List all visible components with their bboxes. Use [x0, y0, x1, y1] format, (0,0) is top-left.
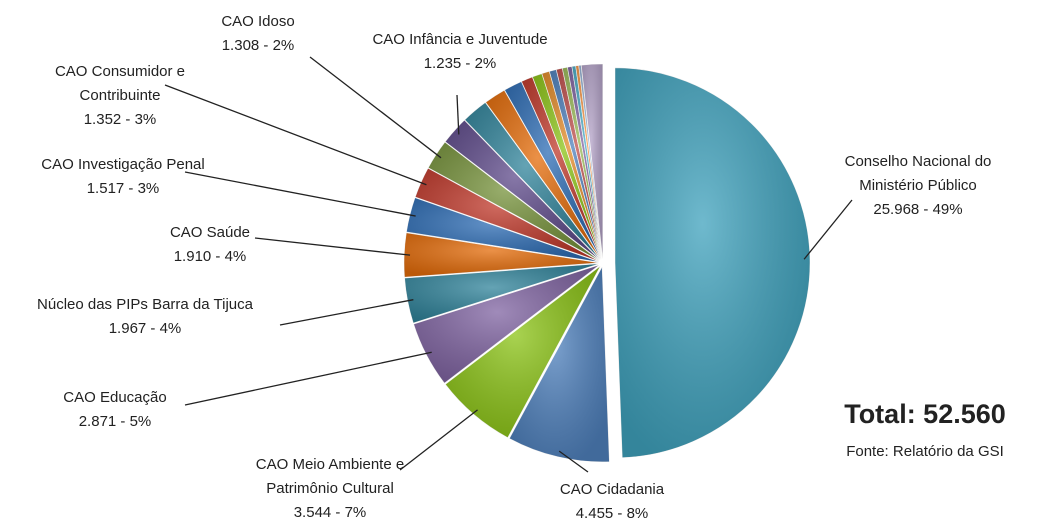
value-label: 1.517 - 3% [87, 180, 160, 197]
slice-label: CAO Investigação Penal [41, 156, 204, 173]
slice-shade [415, 168, 600, 262]
slice-label: CAO Cidadania [560, 481, 665, 498]
slice-shade [532, 73, 602, 260]
slice-shade [521, 76, 602, 260]
leader-line [309, 56, 442, 159]
slice-shade [571, 65, 603, 260]
slice-shade [578, 65, 603, 260]
slice-shade [556, 68, 603, 260]
value-label: 1.910 - 4% [174, 248, 247, 265]
value-label: 25.968 - 49% [873, 201, 962, 218]
leader-line [558, 450, 589, 473]
slice-label: CAO Saúde [170, 224, 250, 241]
slice-label: CAO Idoso [221, 13, 294, 30]
slice-shade [464, 102, 601, 260]
slice-shade [509, 266, 610, 462]
slice-shade [485, 90, 601, 260]
leader-line [456, 94, 460, 135]
leader-line [399, 409, 478, 471]
slice-shade [404, 263, 600, 323]
slice-label: CAO Educação [63, 389, 166, 406]
leader-line [184, 351, 432, 406]
slice-shade [549, 69, 602, 260]
slice-shade [614, 67, 810, 458]
slice-shade [413, 264, 600, 384]
leader-line [184, 171, 416, 217]
slice-shade [575, 65, 603, 260]
slice-shade [445, 120, 601, 261]
value-label: 3.544 - 7% [294, 504, 367, 521]
slice-label: CAO Meio Ambiente e Patrimônio Cultural [256, 456, 404, 497]
slice-shade [541, 71, 602, 260]
slice-shade [567, 66, 603, 260]
slice-shade [504, 81, 602, 260]
slice-label: CAO Consumidor e Contribuinte [55, 63, 185, 104]
value-label: 1.235 - 2% [424, 55, 497, 72]
source: Fonte: Relatório da GSI [846, 443, 1004, 460]
leader-line [803, 199, 853, 260]
total: Total: 52.560 [844, 399, 1006, 429]
slice-label: CAO Infância e Juventude [372, 31, 547, 48]
slice-shade [581, 64, 603, 260]
value-label: 1.352 - 3% [84, 111, 157, 128]
slice-shade [428, 142, 600, 261]
slice-shade [406, 197, 600, 263]
value-label: 1.308 - 2% [222, 37, 295, 54]
value-label: 1.967 - 4% [109, 320, 182, 337]
value-label: 4.455 - 8% [576, 505, 649, 522]
leader-line [279, 299, 414, 326]
leader-line [254, 237, 411, 256]
slice-label: Conselho Nacional do Ministério Público [845, 153, 992, 194]
slice-shade [562, 67, 603, 260]
value-label: 2.871 - 5% [79, 413, 152, 430]
slice-shade [404, 232, 600, 278]
leader-line [164, 84, 427, 186]
slice-shade [445, 266, 601, 438]
slice-label: Núcleo das PIPs Barra da Tijuca [37, 296, 254, 313]
